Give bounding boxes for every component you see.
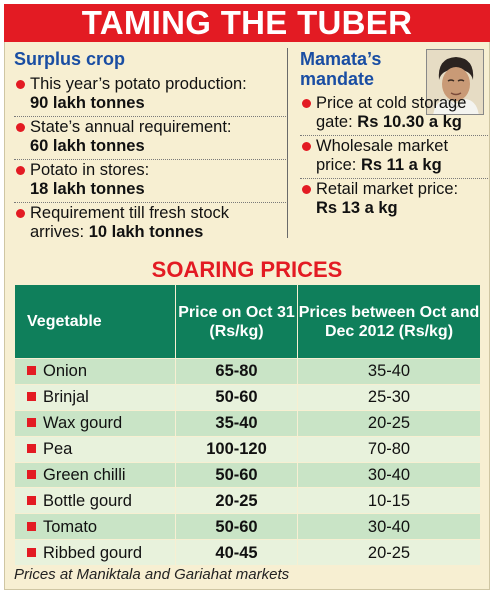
bullet-dot-icon [302, 142, 311, 151]
mandate-section-title: Mamata’s mandate [300, 49, 382, 89]
bullet-dot-icon [16, 123, 25, 132]
vegetable-name: Bottle gourd [43, 491, 132, 510]
vegetable-cell: Green chilli [14, 461, 176, 489]
section-divider [287, 48, 288, 238]
price-oct31-cell: 65-80 [175, 358, 298, 385]
price-range-cell: 25-30 [297, 383, 481, 411]
mandate-item-value: Rs 13 a kg [316, 199, 398, 217]
surplus-item-label: Potato in stores: [30, 161, 150, 179]
table-title: SOARING PRICES [151, 257, 343, 282]
surplus-item-label: State’s annual requirement: [30, 118, 232, 136]
price-range-cell: 30-40 [297, 513, 481, 541]
banner-title: TAMING THE TUBER [4, 4, 490, 42]
bullet-square-icon [27, 470, 36, 479]
vegetable-cell: Ribbed gourd [14, 539, 176, 567]
price-range-cell: 30-40 [297, 461, 481, 489]
vegetable-cell: Onion [14, 358, 176, 385]
table-row: Ribbed gourd 40-45 20-25 [14, 539, 481, 567]
surplus-item-value: 90 lakh tonnes [30, 94, 145, 112]
table-row: Brinjal 50-60 25-30 [14, 383, 481, 411]
footnote: Prices at Maniktala and Gariahat markets [14, 566, 290, 583]
price-oct31-cell: 50-60 [175, 461, 298, 489]
price-range-cell: 70-80 [297, 435, 481, 463]
surplus-list: This year’s potato production: 90 lakh t… [14, 74, 286, 245]
table-row: Wax gourd 35-40 20-25 [14, 409, 481, 437]
price-range-cell: 10-15 [297, 487, 481, 515]
column-header-price-range: Prices between Oct and Dec 2012 (Rs/kg) [297, 284, 481, 359]
bullet-square-icon [27, 521, 36, 531]
table-header-row: Vegetable Price on Oct 31 (Rs/kg) Prices… [14, 284, 481, 359]
surplus-item-label: Requirement till fresh stock arrives: [30, 204, 229, 241]
surplus-item-label: This year’s potato production: [30, 75, 247, 93]
price-range-cell: 20-25 [297, 409, 481, 437]
price-oct31-cell: 100-120 [175, 435, 298, 463]
mandate-item: Retail market price: Rs 13 a kg [300, 178, 488, 221]
mandate-item-label: Retail market price: [316, 180, 459, 198]
price-range-cell: 20-25 [297, 539, 481, 567]
mandate-item-value: Rs 10.30 a kg [357, 113, 462, 131]
surplus-item: Requirement till fresh stock arrives: 10… [14, 202, 286, 245]
portrait-icon [427, 50, 483, 114]
surplus-item: State’s annual requirement: 60 lakh tonn… [14, 116, 286, 159]
vegetable-name: Brinjal [43, 388, 89, 407]
price-oct31-cell: 40-45 [175, 539, 298, 567]
vegetable-name: Ribbed gourd [43, 543, 143, 562]
prices-table: Vegetable Price on Oct 31 (Rs/kg) Prices… [14, 284, 481, 567]
table-row: Tomato 50-60 30-40 [14, 513, 481, 541]
bullet-dot-icon [302, 99, 311, 108]
price-oct31-cell: 50-60 [175, 383, 298, 411]
table-row: Green chilli 50-60 30-40 [14, 461, 481, 489]
table-row: Bottle gourd 20-25 10-15 [14, 487, 481, 515]
column-header-vegetable: Vegetable [14, 284, 176, 359]
surplus-section-title: Surplus crop [14, 49, 126, 69]
vegetable-name: Green chilli [43, 466, 126, 484]
price-oct31-cell: 50-60 [175, 513, 298, 541]
vegetable-cell: Bottle gourd [14, 487, 176, 515]
vegetable-cell: Wax gourd [14, 409, 176, 437]
mandate-item: Wholesale market price: Rs 11 a kg [300, 135, 488, 178]
table-row: Pea 100-120 70-80 [14, 435, 481, 463]
vegetable-name: Onion [43, 362, 88, 381]
mandate-item: Price at cold storage gate: Rs 10.30 a k… [300, 93, 488, 135]
price-range-cell: 35-40 [297, 358, 481, 385]
price-oct31-cell: 35-40 [175, 409, 298, 437]
bullet-square-icon [27, 418, 36, 428]
bullet-dot-icon [302, 185, 311, 194]
vegetable-cell: Tomato [14, 513, 176, 541]
vegetable-name: Pea [43, 440, 73, 459]
bullet-square-icon [27, 547, 36, 557]
mandate-item-label: Price at cold storage gate: [316, 94, 467, 131]
bullet-square-icon [27, 495, 36, 505]
bullet-square-icon [27, 444, 36, 454]
bullet-square-icon [27, 366, 36, 376]
column-header-price-oct31: Price on Oct 31 (Rs/kg) [175, 284, 298, 359]
surplus-item: This year’s potato production: 90 lakh t… [14, 74, 286, 116]
bullet-square-icon [27, 392, 36, 402]
portrait-photo [426, 49, 484, 115]
vegetable-name: Wax gourd [43, 414, 123, 433]
surplus-item: Potato in stores: 18 lakh tonnes [14, 159, 286, 202]
bullet-dot-icon [16, 80, 25, 89]
bullet-dot-icon [16, 209, 25, 218]
surplus-item-value: 60 lakh tonnes [30, 137, 145, 155]
surplus-item-value: 18 lakh tonnes [30, 180, 145, 198]
vegetable-cell: Brinjal [14, 383, 176, 411]
bullet-dot-icon [16, 166, 25, 175]
vegetable-name: Tomato [43, 517, 98, 536]
vegetable-cell: Pea [14, 435, 176, 463]
price-oct31-cell: 20-25 [175, 487, 298, 515]
mandate-list: Price at cold storage gate: Rs 10.30 a k… [300, 93, 488, 221]
surplus-item-value: 10 lakh tonnes [88, 223, 204, 241]
mandate-item-value: Rs 11 a kg [360, 156, 442, 174]
table-row: Onion 65-80 35-40 [14, 358, 481, 385]
mandate-item-label: Wholesale market price: [316, 137, 449, 174]
